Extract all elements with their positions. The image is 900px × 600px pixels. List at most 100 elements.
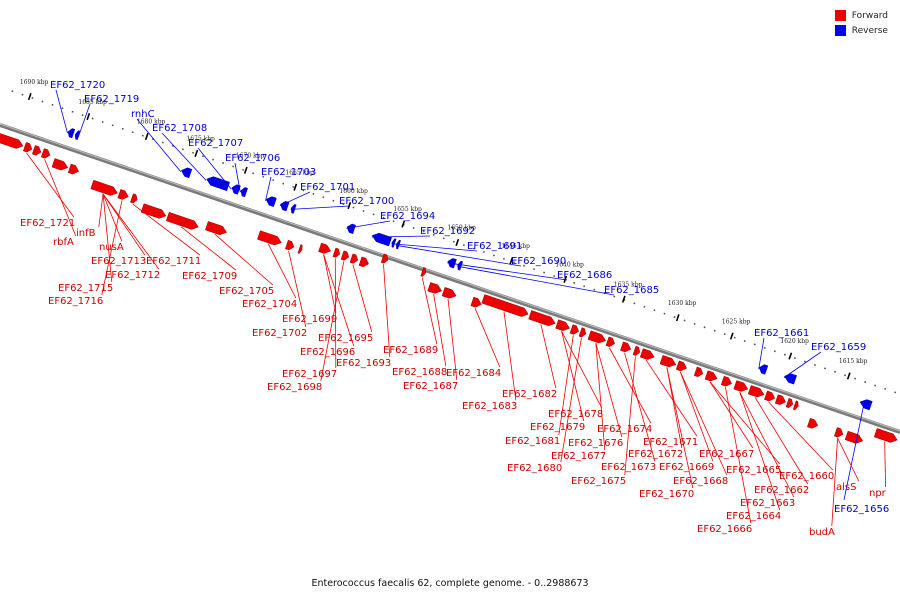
scale-label: 1690 kbp bbox=[20, 79, 49, 86]
reverse-gene bbox=[371, 232, 392, 247]
reverse-gene-label: EF62_1706 bbox=[225, 153, 280, 164]
legend-item-reverse[interactable]: Reverse bbox=[834, 23, 888, 38]
forward-gene-label: alsS bbox=[836, 482, 856, 493]
reverse-gene-label: EF62_1656 bbox=[834, 504, 889, 515]
genome-axis-highlight bbox=[0, 123, 900, 432]
forward-label-connector bbox=[433, 293, 447, 367]
forward-gene-label: EF62_1680 bbox=[507, 463, 562, 474]
forward-gene-label: infB bbox=[76, 228, 96, 239]
forward-label-connector bbox=[352, 264, 373, 333]
forward-gene-label: EF62_1699 bbox=[282, 314, 337, 325]
forward-gene-label: EF62_1696 bbox=[300, 347, 355, 358]
forward-label-connector bbox=[666, 367, 694, 489]
scale-tick bbox=[243, 166, 248, 174]
reverse-gene-label: EF62_1694 bbox=[380, 211, 435, 222]
scale-label: 1615 kbp bbox=[839, 358, 868, 365]
forward-label-connector bbox=[624, 352, 656, 462]
forward-label-connector bbox=[447, 298, 458, 381]
legend-item-forward[interactable]: Forward bbox=[834, 8, 888, 23]
reverse-gene-label: EF62_1700 bbox=[339, 196, 394, 207]
scale-tick bbox=[846, 372, 851, 380]
forward-gene bbox=[632, 345, 641, 356]
scale-label: 1655 kbp bbox=[393, 206, 422, 213]
forward-gene-label: EF62_1693 bbox=[336, 358, 391, 369]
forward-label-connector bbox=[709, 381, 781, 465]
forward-label-connector bbox=[645, 359, 698, 437]
forward-gene bbox=[31, 145, 42, 156]
forward-gene-label: EF62_1668 bbox=[673, 476, 728, 487]
forward-gene bbox=[349, 253, 359, 264]
forward-label-connector bbox=[334, 258, 337, 369]
reverse-label-connector bbox=[265, 176, 272, 201]
forward-label-connector bbox=[102, 193, 160, 270]
forward-gene bbox=[257, 230, 282, 246]
reverse-gene-label: EF62_1707 bbox=[188, 138, 243, 149]
reverse-gene-label: EF62_1692 bbox=[420, 226, 475, 237]
forward-gene-label: EF62_1676 bbox=[568, 438, 623, 449]
forward-gene bbox=[51, 158, 69, 171]
reverse-label-connector bbox=[161, 132, 207, 181]
scale-tick bbox=[86, 112, 91, 121]
forward-gene-label: EF62_1702 bbox=[252, 328, 307, 339]
scale-tick bbox=[347, 202, 352, 210]
forward-gene-label: EF62_1687 bbox=[403, 381, 458, 392]
scale-tick bbox=[144, 132, 149, 141]
forward-gene-label: EF62_1663 bbox=[740, 498, 795, 509]
scale-label: 1625 kbp bbox=[722, 318, 751, 325]
forward-label-connector bbox=[680, 371, 714, 462]
forward-gene bbox=[0, 133, 24, 149]
forward-gene bbox=[569, 324, 579, 335]
forward-gene-label: EF62_1684 bbox=[446, 368, 501, 379]
forward-label-connector bbox=[595, 342, 623, 438]
reverse-gene-label: EF62_1661 bbox=[754, 328, 809, 339]
scale-label: 1640 kbp bbox=[555, 261, 584, 268]
forward-gene-label: EF62_1683 bbox=[462, 401, 517, 412]
forward-label-connector bbox=[739, 391, 795, 498]
scale-tick bbox=[194, 149, 199, 157]
reverse-label-connector bbox=[234, 162, 241, 193]
reverse-label-connector bbox=[55, 89, 68, 134]
forward-label-connector bbox=[624, 356, 636, 476]
forward-label-connector bbox=[320, 261, 345, 382]
forward-gene bbox=[659, 355, 677, 368]
forward-gene-label: EF62_1670 bbox=[639, 489, 694, 500]
forward-label-connector bbox=[288, 250, 307, 328]
forward-gene-label: EF62_1669 bbox=[659, 462, 714, 473]
genome-caption: Enterococcus faecalis 62, complete genom… bbox=[311, 578, 589, 589]
forward-gene bbox=[587, 330, 607, 344]
reverse-label-connector bbox=[136, 118, 182, 173]
forward-gene bbox=[844, 430, 864, 444]
forward-gene-label: npr bbox=[869, 488, 887, 499]
forward-gene bbox=[620, 341, 632, 353]
reverse-gene-label: EF62_1690 bbox=[511, 256, 566, 267]
forward-label-connector bbox=[26, 152, 75, 218]
forward-gene-label: EF62_1721 bbox=[20, 218, 75, 229]
forward-label-connector bbox=[323, 254, 337, 314]
forward-label-connector bbox=[754, 397, 809, 485]
scale-label: 1620 kbp bbox=[780, 338, 809, 345]
reverse-label-connector bbox=[77, 103, 91, 138]
forward-label-connector bbox=[561, 331, 585, 422]
forward-gene-label: EF62_1709 bbox=[182, 271, 237, 282]
forward-gene bbox=[90, 179, 118, 196]
forward-gene bbox=[704, 370, 718, 382]
reverse-gene-label: EF62_1691 bbox=[467, 241, 522, 252]
reverse-gene bbox=[67, 128, 76, 139]
forward-gene-label: EF62_1665 bbox=[726, 465, 781, 476]
forward-label-connector bbox=[214, 233, 274, 286]
forward-gene bbox=[747, 385, 765, 398]
reverse-gene bbox=[346, 223, 356, 235]
reverse-gene bbox=[758, 364, 769, 375]
forward-gene bbox=[555, 319, 571, 331]
forward-label-connector bbox=[837, 438, 860, 482]
scale-tick bbox=[27, 93, 32, 101]
reverse-gene-label: EF62_1685 bbox=[604, 285, 659, 296]
forward-gene bbox=[205, 221, 227, 236]
forward-label-connector bbox=[474, 308, 501, 368]
forward-gene-label: EF62_1660 bbox=[779, 471, 834, 482]
legend-label-reverse: Reverse bbox=[851, 25, 888, 36]
reverse-label-connector bbox=[346, 220, 391, 229]
reverse-gene-label: EF62_1703 bbox=[261, 167, 316, 178]
reverse-gene bbox=[859, 399, 873, 411]
reverse-gene-label: EF62_1701 bbox=[300, 182, 355, 193]
